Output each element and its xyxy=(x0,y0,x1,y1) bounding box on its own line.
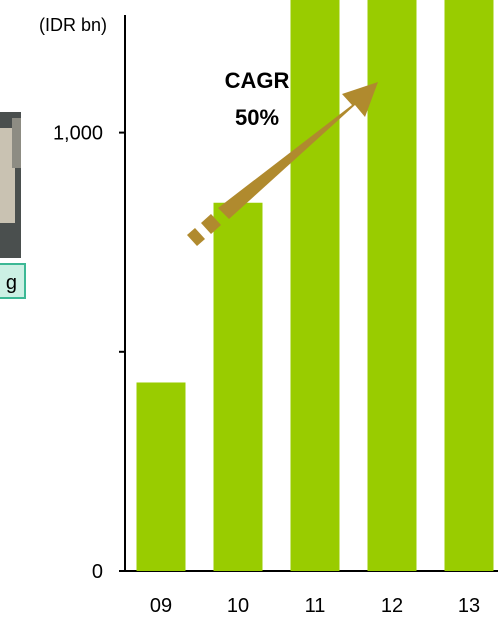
bar-11 xyxy=(290,0,340,571)
cagr-value: 50% xyxy=(235,105,279,130)
bar-09 xyxy=(136,382,186,571)
cropped-photo xyxy=(0,112,21,258)
x-tick-label: 12 xyxy=(381,595,403,617)
cropped-label-box: g xyxy=(0,263,26,299)
cagr-label: CAGR xyxy=(225,68,290,93)
label-box-rect xyxy=(0,263,26,299)
x-tick-label: 11 xyxy=(305,595,326,617)
arrow-dash xyxy=(201,214,221,234)
unit-label: (IDR bn) xyxy=(39,15,107,35)
y-tick-label: 1,000 xyxy=(53,123,103,145)
bar-10 xyxy=(213,202,263,571)
x-tick-labels: 09 10 11 12 13 xyxy=(150,595,480,617)
photo-highlight xyxy=(0,128,15,223)
photo-detail xyxy=(12,118,21,168)
y-tick-labels: 01,0002,000 xyxy=(53,123,125,583)
arrow-dash xyxy=(187,228,205,246)
label-box-text: g xyxy=(6,272,17,294)
arrow-shaft xyxy=(218,82,378,219)
bar-13 xyxy=(444,0,494,571)
x-tick-label: 13 xyxy=(458,595,480,617)
y-tick-label: 0 xyxy=(92,561,103,583)
bar-12 xyxy=(367,0,417,572)
x-tick-label: 10 xyxy=(227,595,249,617)
bars xyxy=(136,0,494,572)
x-tick-label: 09 xyxy=(150,595,172,617)
cagr-arrow xyxy=(187,82,378,246)
